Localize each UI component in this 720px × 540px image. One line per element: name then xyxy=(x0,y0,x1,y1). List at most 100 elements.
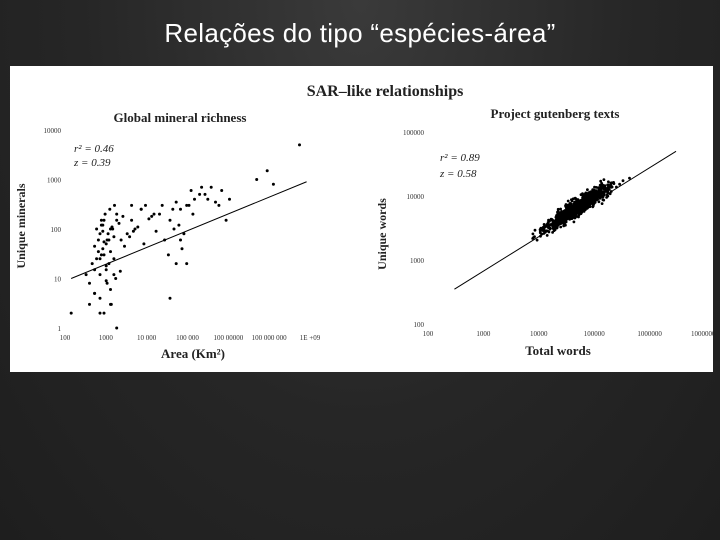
chart1-point xyxy=(104,279,108,283)
chart2-point xyxy=(547,223,550,227)
chart1-point xyxy=(98,311,102,315)
chart2-point xyxy=(606,186,610,189)
chart2-point xyxy=(598,190,601,194)
chart1-point xyxy=(185,203,189,207)
chart2-point xyxy=(618,182,621,186)
chart1-point xyxy=(115,218,119,222)
chart1-point xyxy=(182,232,186,236)
chart1-point xyxy=(265,169,269,173)
chart2-point xyxy=(562,216,566,219)
chart2-point xyxy=(581,192,584,195)
chart1-point xyxy=(102,253,106,257)
chart1-xtick-label: 100 000 xyxy=(176,334,199,342)
figure-panel: SAR–like relationships Global mineral ri… xyxy=(10,66,713,372)
chart2-point xyxy=(556,210,559,214)
chart1-point xyxy=(174,200,178,204)
chart1-point xyxy=(115,326,119,330)
chart1-point xyxy=(271,182,275,186)
chart2-ytick-label: 100000 xyxy=(403,129,425,137)
chart1-point xyxy=(177,223,181,227)
figure-title: SAR–like relationships xyxy=(307,83,464,100)
chart1-point xyxy=(174,262,178,266)
chart2-ylabel: Unique words xyxy=(375,198,389,270)
chart1-point xyxy=(112,257,116,261)
chart-project-gutenberg-texts: Project gutenberg texts Unique words Tot… xyxy=(375,106,713,358)
chart2-point xyxy=(602,178,606,181)
chart1-ytick-label: 1000 xyxy=(47,177,62,185)
chart1-point xyxy=(115,212,119,216)
chart2-point xyxy=(554,219,558,223)
chart2-xtick-label: 100000 xyxy=(584,330,606,338)
chart2-point xyxy=(577,203,580,207)
chart1-ytick-label: 1 xyxy=(58,325,62,333)
chart2-point xyxy=(591,205,595,209)
chart1-point xyxy=(168,296,172,300)
chart2-title: Project gutenberg texts xyxy=(491,106,620,121)
chart1-point xyxy=(136,225,140,229)
chart2-point xyxy=(568,217,572,221)
chart2-point xyxy=(607,180,610,184)
chart2-point xyxy=(562,209,566,213)
chart1-point xyxy=(166,253,170,257)
chart1-point xyxy=(93,268,97,272)
chart1-point xyxy=(142,242,146,246)
chart1-point xyxy=(168,218,172,222)
chart1-xtick-label: 100 00000 xyxy=(213,334,243,342)
chart1-point xyxy=(90,262,94,266)
chart2-point xyxy=(557,219,561,222)
chart1-xlabel: Area (Km²) xyxy=(161,346,225,361)
chart1-point xyxy=(228,197,231,201)
chart2-point xyxy=(553,222,556,226)
chart2-point xyxy=(609,181,613,185)
chart2-point xyxy=(565,214,569,217)
chart2-point xyxy=(538,228,542,232)
chart1-point xyxy=(98,257,102,261)
chart1-point xyxy=(103,212,107,216)
chart1-point xyxy=(113,203,116,207)
chart1-point xyxy=(84,273,88,277)
chart1-point xyxy=(172,227,176,231)
chart1-ylabel: Unique minerals xyxy=(14,183,28,268)
chart1-point xyxy=(152,212,156,216)
chart2-point xyxy=(573,215,577,219)
chart2-point xyxy=(564,203,568,206)
chart2-point xyxy=(585,192,589,196)
chart2-point xyxy=(586,188,589,192)
chart2-point xyxy=(628,176,631,180)
chart2-point xyxy=(590,200,594,204)
chart1-point xyxy=(217,203,221,207)
chart2-point xyxy=(559,225,563,229)
chart1-point xyxy=(69,311,73,315)
chart1-point xyxy=(139,207,143,211)
chart2-z: z = 0.58 xyxy=(439,168,477,180)
chart1-ytick-label: 10 xyxy=(54,276,62,284)
chart1-point xyxy=(108,207,112,211)
chart1-point xyxy=(101,223,105,227)
chart1-point xyxy=(98,232,102,236)
chart1-point xyxy=(130,218,134,222)
chart2-point xyxy=(576,200,580,204)
chart2-point xyxy=(610,185,614,189)
chart1-point xyxy=(111,227,115,231)
chart1-point xyxy=(102,218,106,222)
chart2-point xyxy=(606,183,610,187)
chart2-point xyxy=(545,234,549,237)
chart2-xtick-label: 100 xyxy=(423,330,434,338)
chart2-xtick-label: 1000000 xyxy=(637,330,662,338)
chart1-point xyxy=(114,277,118,280)
chart1-point xyxy=(203,192,207,196)
chart2-point xyxy=(572,202,576,206)
chart2-point xyxy=(538,231,542,235)
chart1-point xyxy=(123,244,126,248)
chart1-point xyxy=(105,281,109,285)
chart2-point xyxy=(601,198,605,202)
chart2-point xyxy=(579,201,583,205)
chart1-xtick-label: 100 000 000 xyxy=(252,334,288,342)
chart2-point xyxy=(562,222,566,226)
chart1-point xyxy=(163,238,167,242)
chart2-point xyxy=(589,194,593,197)
chart1-point xyxy=(171,207,175,211)
chart1-point xyxy=(118,269,122,273)
chart2-point xyxy=(565,207,569,211)
chart2-point xyxy=(559,207,562,211)
